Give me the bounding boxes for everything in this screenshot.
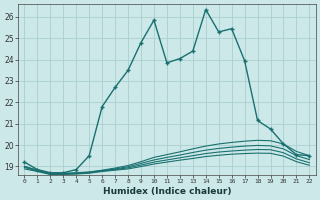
X-axis label: Humidex (Indice chaleur): Humidex (Indice chaleur): [103, 187, 231, 196]
